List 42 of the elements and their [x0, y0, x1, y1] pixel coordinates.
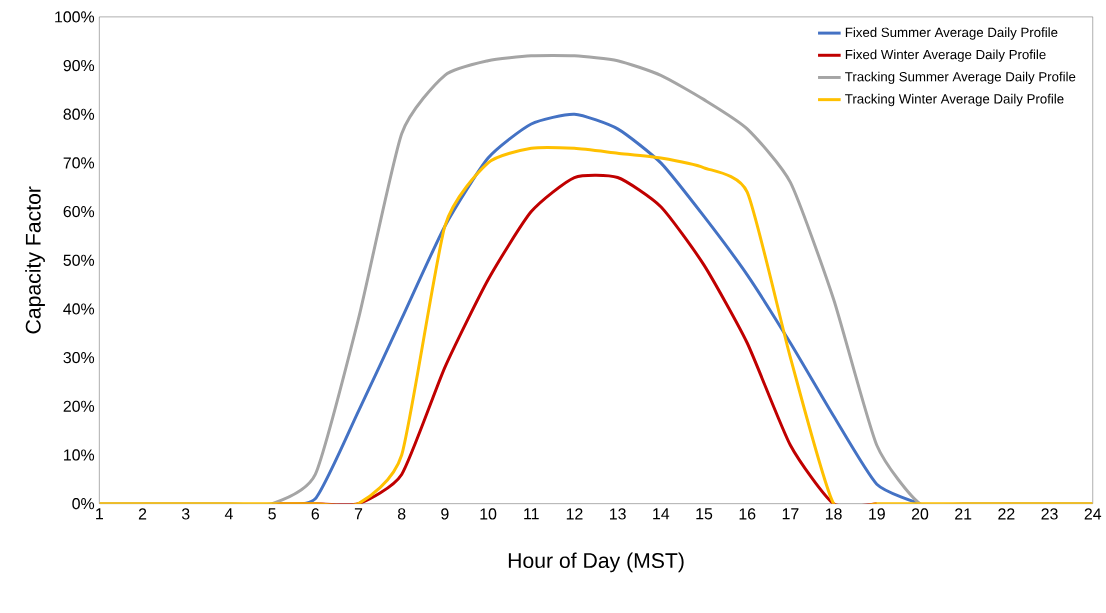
x-tick-label: 20 — [911, 508, 929, 520]
line-series — [99, 146, 1093, 504]
y-tick-label: 20% — [63, 400, 95, 412]
x-tick-label: 2 — [138, 508, 147, 520]
x-tick-label: 22 — [998, 508, 1015, 520]
x-tick-label: 21 — [955, 508, 972, 520]
legend-label: Fixed Summer Average Daily Profile — [845, 27, 1058, 40]
legend-label: Fixed Winter Average Daily Profile — [845, 49, 1046, 62]
x-tick-label: 9 — [441, 508, 449, 520]
y-tick-label: 100% — [55, 11, 95, 23]
x-tick-label: 7 — [354, 508, 363, 520]
y-axis-title: Capacity Factor — [25, 186, 45, 334]
x-tick-label: 18 — [825, 508, 842, 520]
y-tick-label: 90% — [63, 59, 95, 72]
y-tick-label: 80% — [63, 108, 95, 120]
x-tick-label: 5 — [268, 508, 276, 520]
y-tick-label: 30% — [63, 352, 95, 364]
x-tick-label: 1 — [96, 508, 103, 520]
x-axis-title: Hour of Day (MST) — [508, 552, 684, 573]
x-tick-label: 12 — [566, 508, 583, 520]
y-tick-label: 0% — [72, 498, 95, 510]
x-tick-label: 3 — [181, 508, 190, 520]
y-tick-label: 10% — [64, 449, 95, 461]
x-tick-label: 16 — [739, 508, 756, 520]
x-tick-label: 10 — [480, 508, 497, 520]
x-tick-label: 15 — [696, 508, 713, 520]
x-tick-label: 14 — [653, 508, 670, 520]
x-tick-label: 24 — [1084, 508, 1102, 520]
x-tick-label: 11 — [524, 508, 539, 520]
x-tick-label: 19 — [869, 508, 885, 520]
y-tick-label: 70% — [63, 157, 95, 169]
legend-label: Tracking Winter Average Daily Profile — [845, 93, 1064, 107]
x-tick-label: 17 — [782, 508, 799, 520]
x-tick-label: 23 — [1041, 508, 1058, 520]
x-tick-label: 13 — [610, 508, 626, 520]
y-tick-label: 60% — [63, 206, 95, 218]
x-tick-label: 6 — [311, 508, 320, 520]
legend-label: Tracking Summer Average Daily Profile — [845, 71, 1076, 85]
x-tick-label: 8 — [397, 508, 406, 520]
y-tick-label: 40% — [63, 303, 95, 315]
x-tick-label: 4 — [224, 508, 233, 520]
y-tick-label: 50% — [63, 254, 95, 266]
